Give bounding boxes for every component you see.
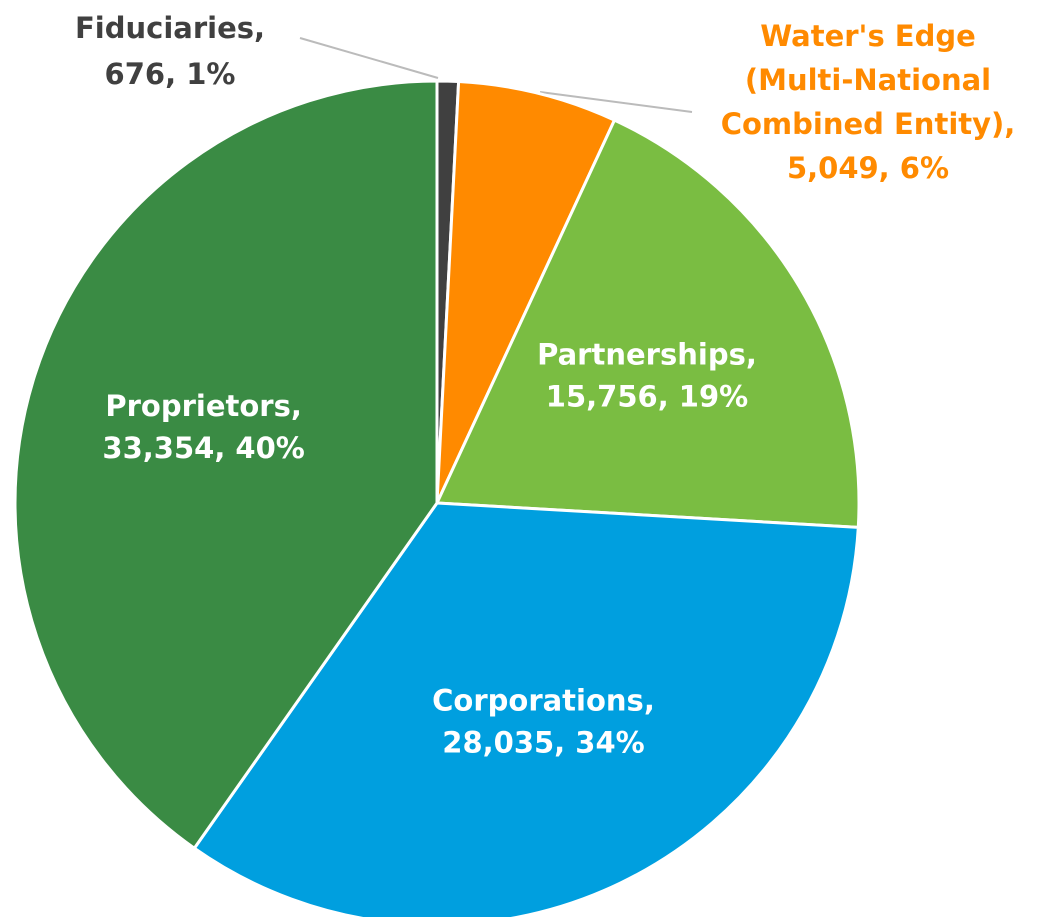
data-label: 15,756, 19% xyxy=(546,379,748,413)
data-label: 33,354, 40% xyxy=(102,431,304,465)
pie-slice xyxy=(192,501,860,917)
data-label: 5,049, 6% xyxy=(787,151,949,185)
data-label: (Multi-National xyxy=(745,63,991,97)
data-label: Water's Edge xyxy=(760,19,976,53)
data-label: Combined Entity), xyxy=(721,107,1016,141)
data-label: Corporations, xyxy=(432,683,655,717)
leader-line xyxy=(299,37,439,79)
leader-line xyxy=(539,91,693,113)
data-label: Fiduciaries, xyxy=(75,11,265,45)
pie-slice xyxy=(434,118,861,529)
pie-slice xyxy=(435,79,617,504)
data-label: Proprietors, xyxy=(105,389,302,423)
data-label: Partnerships, xyxy=(537,337,757,371)
data-label: 676, 1% xyxy=(105,57,236,91)
pie-slice xyxy=(13,79,439,851)
data-label: 28,035, 34% xyxy=(442,725,644,759)
